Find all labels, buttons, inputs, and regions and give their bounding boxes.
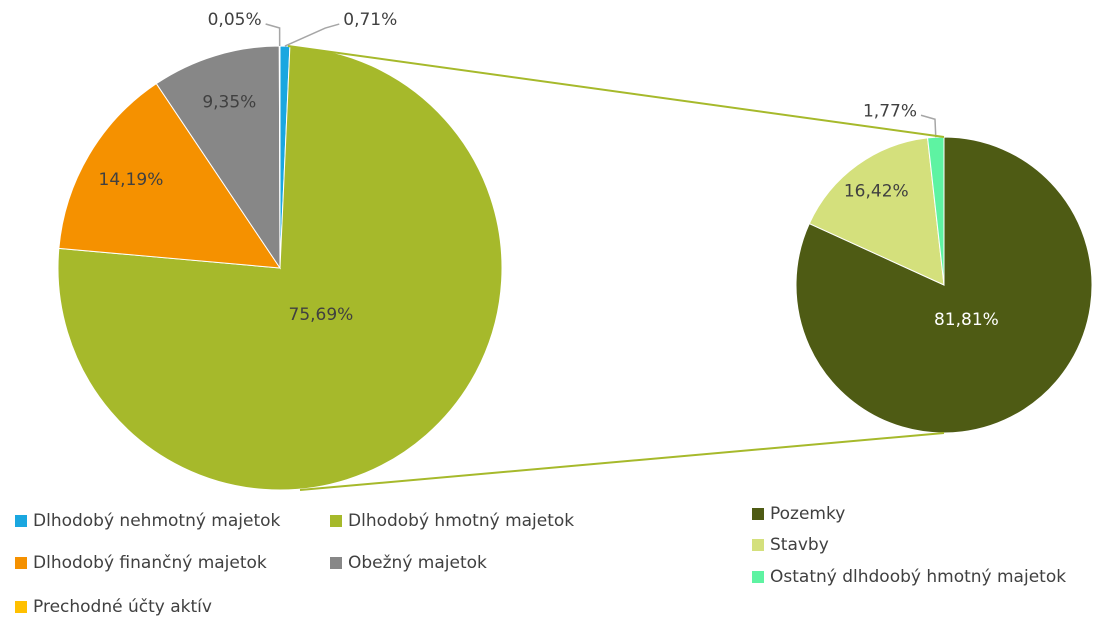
legend-label: Dlhodobý nehmotný majetok xyxy=(33,511,281,531)
legend-swatch xyxy=(752,539,764,551)
data-label: 9,35% xyxy=(202,92,256,112)
legend-swatch xyxy=(15,601,27,613)
legend-swatch xyxy=(752,508,764,520)
legend-label: Dlhodobý finančný majetok xyxy=(33,553,267,573)
connector-line xyxy=(287,45,945,138)
legend-label: Dlhodobý hmotný majetok xyxy=(348,511,574,531)
connector-line xyxy=(299,432,945,491)
leader-line xyxy=(284,23,340,47)
data-label: 81,81% xyxy=(934,310,999,330)
legend-label: Prechodné účty aktív xyxy=(33,597,212,617)
legend-swatch xyxy=(15,515,27,527)
data-label: 75,69% xyxy=(289,305,354,325)
data-label: 14,19% xyxy=(99,170,164,190)
pie-slice xyxy=(155,45,281,270)
legend-swatch xyxy=(330,515,342,527)
data-label: 0,71% xyxy=(343,10,397,30)
data-label: 1,77% xyxy=(863,101,917,121)
pie-slice xyxy=(278,45,281,269)
legend-label: Stavby xyxy=(770,535,829,555)
leader-line xyxy=(920,114,937,138)
legend-label: Pozemky xyxy=(770,504,845,524)
leader-line xyxy=(265,23,281,47)
legend-label: Ostatný dlhdoobý hmotný majetok xyxy=(770,567,1066,587)
legend-swatch xyxy=(752,571,764,583)
data-label: 16,42% xyxy=(844,182,909,202)
data-label: 0,05% xyxy=(208,10,262,30)
legend-swatch xyxy=(15,557,27,569)
pie-slice xyxy=(808,137,945,286)
pie-slice xyxy=(58,82,281,269)
legend-swatch xyxy=(330,557,342,569)
legend-label: Obežný majetok xyxy=(348,553,487,573)
